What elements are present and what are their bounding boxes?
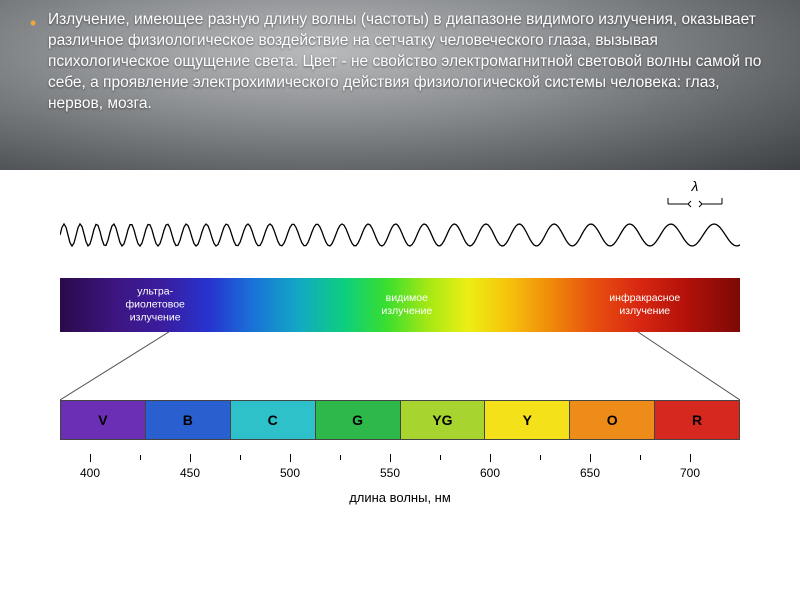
axis-labels: 400 450 500 550 600 650 700 bbox=[60, 466, 740, 486]
color-code-row: VBCGYGYOR bbox=[60, 400, 740, 440]
axis-minor-tick bbox=[140, 455, 141, 460]
axis-tick bbox=[490, 454, 491, 462]
axis-ticks bbox=[60, 454, 740, 464]
color-box: O bbox=[570, 400, 655, 440]
axis-tick bbox=[390, 454, 391, 462]
color-box: Y bbox=[485, 400, 570, 440]
axis-minor-tick bbox=[440, 455, 441, 460]
axis-minor-tick bbox=[340, 455, 341, 460]
spectrum-gradient-strip: ультра- фиолетовое излучение видимое изл… bbox=[60, 278, 740, 332]
axis-tick bbox=[90, 454, 91, 462]
spectrum-label-visible: видимое излучение bbox=[332, 292, 482, 318]
lambda-glyph: λ bbox=[692, 178, 699, 194]
axis-tick bbox=[590, 454, 591, 462]
axis-minor-tick bbox=[640, 455, 641, 460]
color-box: G bbox=[316, 400, 401, 440]
color-box: V bbox=[60, 400, 146, 440]
slide-root: • Излучение, имеющее разную длину волны … bbox=[0, 0, 800, 600]
spectrum-diagram: λ ультра- фиолетовое излучение видимое и… bbox=[60, 200, 740, 580]
axis-title: длина волны, нм bbox=[60, 490, 740, 505]
axis-tick-label: 550 bbox=[380, 466, 400, 480]
projection-lines bbox=[60, 332, 740, 400]
axis-minor-tick bbox=[240, 455, 241, 460]
axis-tick-label: 500 bbox=[280, 466, 300, 480]
slide-description: Излучение, имеющее разную длину волны (ч… bbox=[48, 10, 770, 115]
axis-tick-label: 600 bbox=[480, 466, 500, 480]
bullet-marker: • bbox=[30, 14, 36, 32]
color-box: R bbox=[655, 400, 740, 440]
spectrum-label-uv: ультра- фиолетовое излучение bbox=[80, 285, 230, 324]
axis-tick-label: 700 bbox=[680, 466, 700, 480]
color-box: B bbox=[146, 400, 231, 440]
spectrum-label-ir: инфракрасное излучение bbox=[563, 292, 726, 318]
axis-tick bbox=[690, 454, 691, 462]
axis-tick bbox=[190, 454, 191, 462]
axis-tick-label: 400 bbox=[80, 466, 100, 480]
color-box: C bbox=[231, 400, 316, 440]
axis-minor-tick bbox=[540, 455, 541, 460]
wave-line bbox=[60, 210, 740, 260]
axis-tick-label: 450 bbox=[180, 466, 200, 480]
axis-tick bbox=[290, 454, 291, 462]
axis-tick-label: 650 bbox=[580, 466, 600, 480]
color-box: YG bbox=[401, 400, 486, 440]
lambda-marker: λ bbox=[660, 182, 730, 210]
